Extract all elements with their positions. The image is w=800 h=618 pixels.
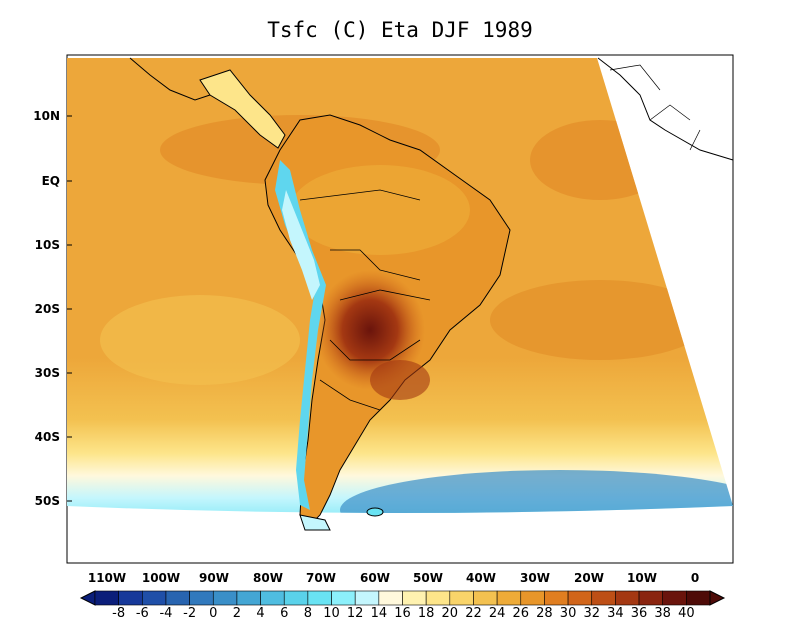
colorbar-tick-label: 32 bbox=[583, 606, 600, 618]
colorbar-swatch bbox=[686, 590, 711, 606]
colorbar-swatch bbox=[142, 590, 167, 606]
colorbar-swatch bbox=[402, 590, 427, 606]
colorbar-swatch bbox=[425, 590, 451, 606]
colorbar-tick-label: -8 bbox=[112, 606, 125, 618]
colorbar-arrow-low bbox=[79, 590, 96, 606]
africa-borders bbox=[609, 64, 701, 151]
colorbar-tick-label: 2 bbox=[233, 606, 241, 618]
lon-label-30w: 30W bbox=[520, 571, 550, 585]
colorbar-tick-label: 6 bbox=[280, 606, 288, 618]
colorbar-swatch bbox=[354, 590, 380, 606]
colorbar-swatch bbox=[212, 590, 238, 606]
colorbar-tick-label: 10 bbox=[323, 606, 340, 618]
colorbar-tick-label: 0 bbox=[209, 606, 217, 618]
lon-label-0: 0 bbox=[691, 571, 699, 585]
lon-label-90w: 90W bbox=[199, 571, 229, 585]
colorbar-swatch bbox=[638, 590, 663, 606]
lon-label-60w: 60W bbox=[360, 571, 390, 585]
tierra-del-fuego bbox=[299, 514, 331, 531]
lat-label-eq: EQ bbox=[42, 174, 60, 188]
colorbar-tick-label: 8 bbox=[304, 606, 312, 618]
colorbar-tick-label: 16 bbox=[394, 606, 411, 618]
colorbar-swatch bbox=[567, 590, 593, 606]
colorbar-swatch bbox=[283, 590, 309, 606]
colorbar: -8 -6 -4 -2 0 2 4 6 8 10 12 14 16 18 20 22 24 26 28 30 32 34 3… bbox=[79, 590, 726, 618]
colorbar-tick-label: 30 bbox=[560, 606, 577, 618]
colorbar-swatch bbox=[662, 590, 687, 606]
colorbar-tick-label: -4 bbox=[159, 606, 172, 618]
lat-label-30s: 30S bbox=[35, 366, 60, 380]
colorbar-swatch bbox=[118, 590, 143, 606]
cool-anomaly-pacific bbox=[100, 295, 300, 385]
colorbar-swatch bbox=[236, 590, 261, 606]
andes-cold-core bbox=[282, 190, 320, 300]
map-title: Tsfc (C) Eta DJF 1989 bbox=[267, 18, 533, 42]
north-america-coastline bbox=[129, 57, 211, 101]
colorbar-swatch bbox=[307, 590, 332, 606]
colorbar-tick-label: -6 bbox=[136, 606, 149, 618]
colorbar-swatch bbox=[189, 590, 214, 606]
lon-label-100w: 100W bbox=[142, 571, 180, 585]
lon-label-50w: 50W bbox=[413, 571, 443, 585]
lon-label-80w: 80W bbox=[253, 571, 283, 585]
colorbar-swatch bbox=[331, 590, 356, 606]
hot-region-southeast bbox=[370, 360, 430, 400]
colorbar-tick-label: -2 bbox=[183, 606, 196, 618]
colorbar-swatch bbox=[378, 590, 403, 606]
lat-label-10s: 10S bbox=[35, 238, 60, 252]
colorbar-tick-label: 12 bbox=[347, 606, 364, 618]
lat-label-20s: 20S bbox=[35, 302, 60, 316]
colorbar-tick-label: 36 bbox=[631, 606, 648, 618]
lat-label-50s: 50S bbox=[35, 494, 60, 508]
latitude-axis: 10N EQ 10S 20S 30S 40S 50S bbox=[33, 109, 72, 508]
lon-label-10w: 10W bbox=[627, 571, 657, 585]
colorbar-tick-label: 14 bbox=[371, 606, 388, 618]
hot-core-chaco bbox=[315, 270, 425, 390]
lon-label-70w: 70W bbox=[306, 571, 336, 585]
colorbar-tick-label: 24 bbox=[489, 606, 506, 618]
central-america bbox=[199, 69, 286, 149]
colorbar-tick-label: 28 bbox=[536, 606, 553, 618]
lon-label-40w: 40W bbox=[466, 571, 496, 585]
colorbar-tick-label: 20 bbox=[442, 606, 459, 618]
colorbar-swatch bbox=[94, 590, 119, 606]
colorbar-tick-label: 40 bbox=[678, 606, 695, 618]
colorbar-tick-label: 26 bbox=[512, 606, 529, 618]
colorbar-swatch bbox=[260, 590, 285, 606]
colorbar-swatch bbox=[591, 590, 616, 606]
colorbar-tick-label: 22 bbox=[465, 606, 482, 618]
colorbar-swatch bbox=[449, 590, 474, 606]
country-borders bbox=[299, 189, 431, 411]
colorbar-swatch bbox=[544, 590, 569, 606]
lon-label-110w: 110W bbox=[88, 571, 126, 585]
lat-label-40s: 40S bbox=[35, 430, 60, 444]
lat-label-10n: 10N bbox=[33, 109, 60, 123]
colorbar-tick-label: 4 bbox=[256, 606, 264, 618]
lon-label-20w: 20W bbox=[574, 571, 604, 585]
colorbar-tick-label: 18 bbox=[418, 606, 435, 618]
colorbar-tick-label: 34 bbox=[607, 606, 624, 618]
colorbar-swatch bbox=[615, 590, 640, 606]
colorbar-arrow-high bbox=[709, 590, 726, 606]
cold-southern-ocean bbox=[340, 470, 733, 513]
colorbar-tick-label: 38 bbox=[654, 606, 671, 618]
amazon-basin bbox=[290, 165, 470, 255]
warm-anomaly-atlantic bbox=[490, 280, 710, 360]
south-america bbox=[199, 69, 511, 531]
colorbar-swatch bbox=[473, 590, 498, 606]
falkland-islands bbox=[366, 507, 384, 517]
longitude-axis: 110W 100W 90W 80W 70W 60W 50W 40W 30W 20… bbox=[88, 571, 699, 585]
colorbar-swatch bbox=[165, 590, 190, 606]
colorbar-swatch bbox=[496, 590, 522, 606]
colorbar-swatch bbox=[520, 590, 545, 606]
